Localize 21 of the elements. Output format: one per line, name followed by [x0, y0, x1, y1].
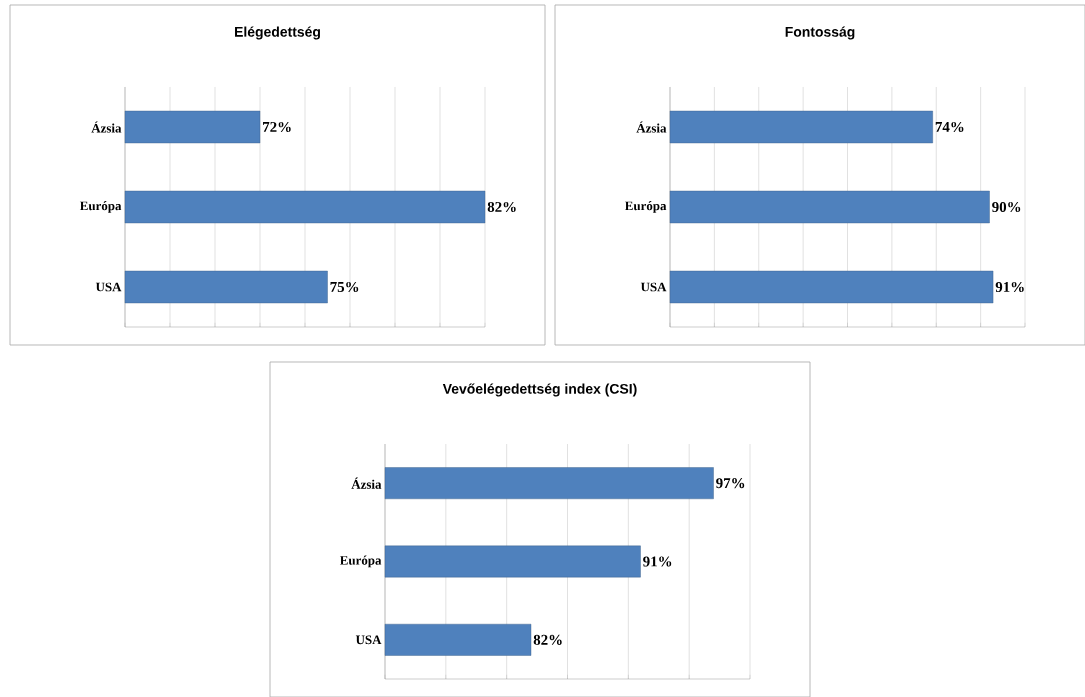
y-tick-label: USA — [95, 282, 122, 292]
data-label: 75% — [330, 281, 359, 293]
y-tick-label: Ázsia — [91, 121, 122, 133]
y-tick-label: Ázsia — [351, 477, 382, 489]
y-tick-label: USA — [355, 635, 382, 645]
y-tick-label: Európa — [624, 201, 667, 213]
data-label: 91% — [643, 556, 672, 567]
data-label: 74% — [935, 121, 964, 133]
chart-title: Fontosság — [785, 26, 855, 40]
data-label: 82% — [487, 201, 516, 213]
y-tick-label: Európa — [79, 201, 122, 213]
data-label: 90% — [992, 201, 1021, 213]
chart-title: Elégedettség — [235, 26, 320, 40]
data-label: 97% — [716, 478, 745, 489]
y-tick-label: USA — [640, 282, 667, 292]
data-label: 72% — [263, 121, 291, 133]
chart-title: Vevőelégedettség index (CSI) — [442, 383, 637, 397]
y-tick-label: Európa — [339, 555, 382, 568]
data-label: 91% — [995, 281, 1024, 293]
data-label: 82% — [533, 634, 562, 645]
y-tick-label: Ázsia — [636, 121, 667, 133]
